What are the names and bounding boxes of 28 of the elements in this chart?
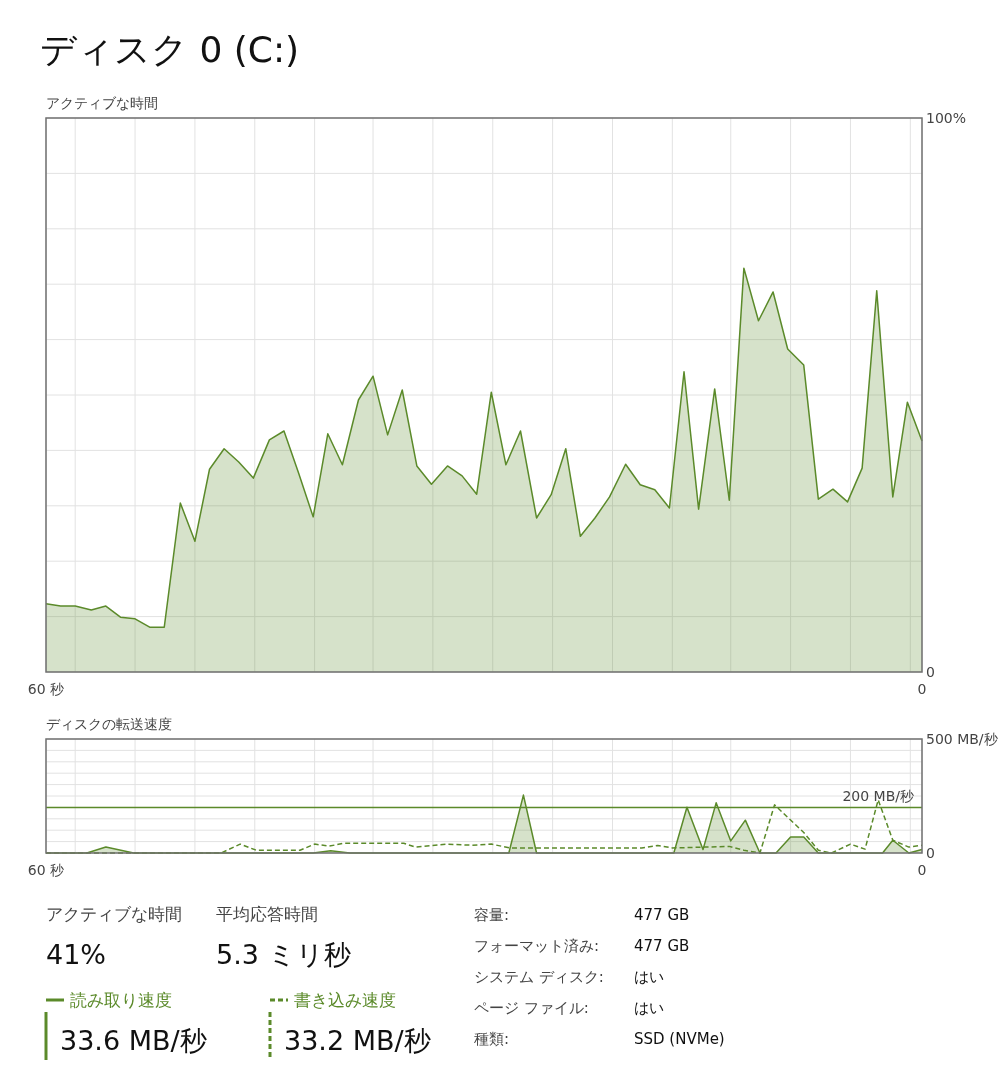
text: はい (634, 999, 664, 1017)
text: アクティブな時間 (46, 904, 182, 924)
ref-line-label: 200 MB/秒 (842, 788, 914, 805)
text: 477 GB (634, 937, 690, 955)
x-tick-label: 60 秒 (27, 862, 65, 878)
text: はい (634, 968, 664, 986)
text: 平均応答時間 (216, 904, 318, 924)
y-axis-title: アクティブな時間 (46, 95, 158, 111)
text: 容量: (474, 906, 510, 924)
text: 41% (46, 939, 107, 970)
legend-label: 読み取り速度 (70, 990, 172, 1010)
y-tick-label: 0 (926, 845, 935, 861)
text: フォーマット済み: (474, 937, 600, 955)
chart-title: ディスク 0 (C:) (40, 29, 300, 70)
text: ページ ファイル: (474, 999, 589, 1017)
y-tick-label: 0 (926, 664, 935, 680)
text: SSD (NVMe) (634, 1030, 725, 1048)
y-tick-label: 500 MB/秒 (926, 731, 998, 747)
text: システム ディスク: (474, 968, 604, 986)
text: 5.3 ミリ秒 (216, 939, 351, 970)
x-tick-label: 60 秒 (27, 681, 65, 697)
text: 477 GB (634, 906, 690, 924)
y-axis-title: ディスクの転送速度 (46, 716, 172, 732)
legend-label: 書き込み速度 (294, 990, 396, 1010)
text: 種類: (474, 1030, 510, 1048)
text: 33.6 MB/秒 (60, 1025, 207, 1056)
text: 33.2 MB/秒 (284, 1025, 431, 1056)
y-tick-label: 100% (926, 110, 967, 126)
